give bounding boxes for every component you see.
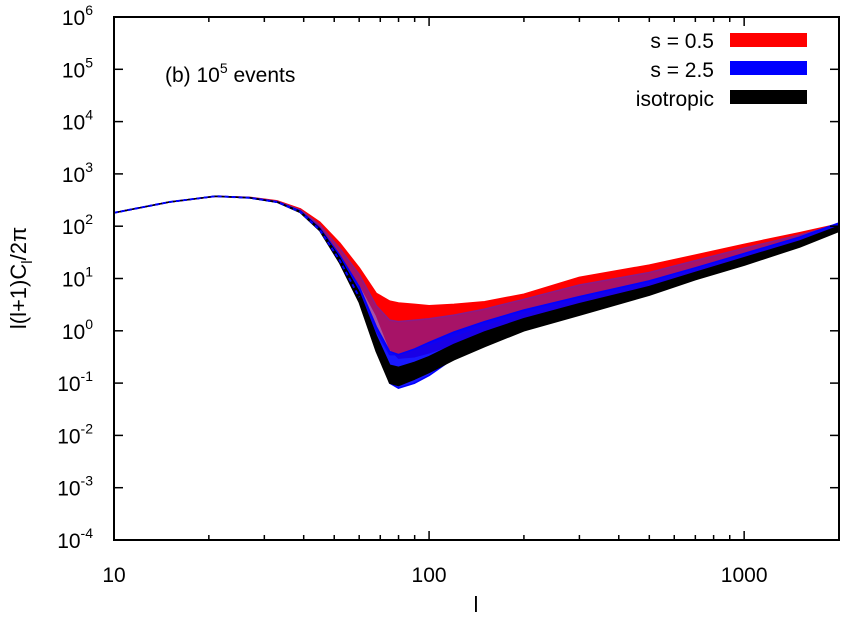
y-tick-label: 100 <box>62 316 93 344</box>
y-tick-label: 105 <box>62 54 93 82</box>
y-tick-label: 104 <box>62 107 93 135</box>
y-axis-label: l(l+1)Cl/2π <box>6 227 36 329</box>
y-tick-label: 102 <box>62 211 93 239</box>
y-tick-label: 10-1 <box>57 368 93 396</box>
legend-label-s25: s = 2.5 <box>650 59 714 82</box>
y-tick-label: 106 <box>62 2 93 30</box>
legend-label-isotropic: isotropic <box>636 88 714 111</box>
x-axis-label: l <box>474 592 479 617</box>
y-tick-label: 10-2 <box>57 420 93 448</box>
y-tick-label: 101 <box>62 264 93 292</box>
svg-text:l(l+1)Cl/2π: l(l+1)Cl/2π <box>6 227 36 329</box>
band-isotropic <box>113 195 840 387</box>
y-tick-label: 10-3 <box>57 473 93 501</box>
low-l-curve <box>113 195 361 298</box>
y-tick-label: 103 <box>62 159 93 187</box>
x-tick-label: 1000 <box>721 564 768 587</box>
band-s-2-5 <box>113 195 840 389</box>
y-axis-ticks: 106 105 104 103 102 101 100 10-1 10-2 10-3 10-4 <box>57 2 839 553</box>
y-tick-label: 10-4 <box>57 525 93 553</box>
x-axis-ticks: 10 100 1000 <box>102 17 840 587</box>
legend-swatch-isotropic <box>730 90 807 104</box>
chart-annotation: (b) 105 events <box>165 60 295 87</box>
x-tick-label: 10 <box>102 564 125 587</box>
legend-swatch-s05 <box>730 33 807 47</box>
data-bands <box>113 195 840 389</box>
x-tick-label: 100 <box>412 564 447 587</box>
legend: s = 0.5 s = 2.5 isotropic <box>636 30 807 111</box>
legend-label-s05: s = 0.5 <box>650 30 714 53</box>
legend-swatch-s25 <box>730 61 807 75</box>
